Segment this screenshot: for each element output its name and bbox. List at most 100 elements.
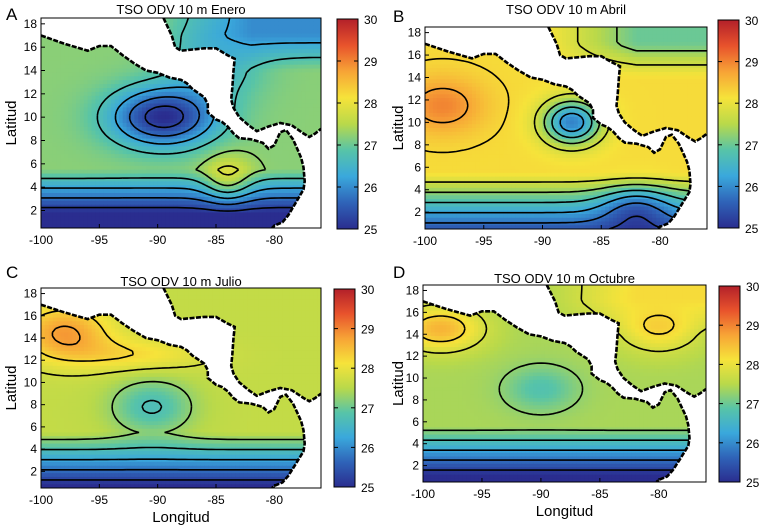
heat-cell (64, 88, 69, 93)
heat-cell (274, 150, 279, 155)
heat-cell (652, 49, 657, 54)
heat-cell (270, 173, 275, 179)
heat-cell (87, 216, 93, 221)
heat-cell (169, 169, 174, 175)
heat-cell (200, 216, 205, 221)
heat-cell (293, 150, 299, 155)
heat-cell (44, 130, 50, 136)
heat-cell (161, 150, 167, 155)
heat-cell (130, 208, 135, 214)
heat-cell (656, 68, 661, 73)
heat-cell (231, 49, 237, 54)
heat-cell (60, 91, 65, 97)
heat-cell (118, 134, 124, 140)
heat-cell (262, 21, 268, 27)
heat-cell (134, 146, 139, 151)
heat-cell (671, 27, 677, 32)
heat-cell (126, 72, 132, 77)
heat-cell (122, 60, 128, 66)
heat-cell (192, 33, 198, 39)
heat-cell (103, 107, 108, 112)
heat-cell (130, 161, 135, 167)
heat-cell (628, 64, 634, 69)
heat-cell (317, 95, 321, 101)
heat-cell (99, 193, 104, 198)
heat-cell (165, 161, 170, 167)
heat-cell (577, 49, 583, 54)
heat-cell (507, 64, 512, 69)
heat-cell (134, 111, 139, 116)
heat-cell (122, 64, 128, 70)
heat-cell (223, 123, 229, 128)
heat-cell (317, 84, 321, 89)
heat-cell (216, 41, 221, 46)
heat-cell (204, 119, 209, 124)
heat-cell (270, 212, 275, 217)
heat-cell (138, 130, 143, 136)
heat-cell (231, 150, 237, 155)
heat-cell (254, 158, 260, 163)
heat-cell (181, 212, 186, 217)
heat-cell (239, 91, 244, 97)
heat-cell (589, 45, 595, 51)
heat-cell (289, 80, 295, 85)
heat-cell (87, 134, 93, 140)
heat-cell (122, 146, 128, 151)
heat-cell (640, 60, 645, 66)
heat-cell (305, 84, 310, 89)
heat-cell (216, 158, 221, 163)
heat-cell (266, 49, 272, 54)
heat-cell (297, 173, 303, 179)
heat-cell (301, 53, 307, 58)
heat-cell (231, 196, 237, 202)
heat-cell (301, 64, 307, 70)
heat-cell (282, 29, 287, 35)
heat-cell (687, 45, 692, 51)
heat-cell (103, 158, 108, 163)
heat-cell (107, 212, 112, 217)
heat-cell (432, 64, 438, 69)
heat-cell (146, 111, 151, 116)
heat-cell (118, 130, 124, 136)
heat-cell (247, 200, 252, 206)
heat-cell (309, 49, 314, 54)
heat-cell (99, 173, 104, 179)
heat-cell (309, 18, 314, 23)
heat-cell (663, 34, 669, 39)
heat-cell (479, 60, 485, 66)
heat-cell (99, 123, 104, 128)
heat-cell (274, 68, 279, 74)
heat-cell (305, 45, 310, 50)
heat-cell (239, 161, 244, 167)
heat-cell (212, 216, 217, 221)
heat-cell (52, 220, 58, 225)
heat-cell (138, 216, 143, 221)
heat-cell (41, 37, 46, 42)
heat-cell (483, 75, 489, 80)
heat-cell (68, 150, 73, 155)
heat-cell (254, 181, 260, 186)
heat-cell (44, 53, 50, 58)
heat-cell (675, 45, 681, 51)
heat-cell (297, 80, 303, 85)
heat-cell (597, 49, 602, 54)
heat-cell (266, 208, 272, 214)
heat-cell (52, 216, 58, 221)
heat-cell (188, 123, 194, 128)
heat-cell (601, 53, 606, 58)
heat-cell (258, 33, 264, 39)
heat-cell (227, 25, 233, 31)
heat-cell (624, 56, 630, 62)
heat-cell (169, 88, 174, 93)
heat-cell (235, 177, 240, 182)
heat-cell (251, 224, 256, 228)
heat-cell (56, 130, 62, 136)
heat-cell (247, 154, 252, 159)
heat-cell (83, 80, 89, 85)
heat-cell (56, 208, 62, 214)
heat-cell (573, 30, 579, 36)
heat-cell (632, 38, 638, 43)
heat-cell (165, 146, 170, 151)
heat-cell (613, 30, 618, 36)
heat-cell (91, 49, 97, 54)
